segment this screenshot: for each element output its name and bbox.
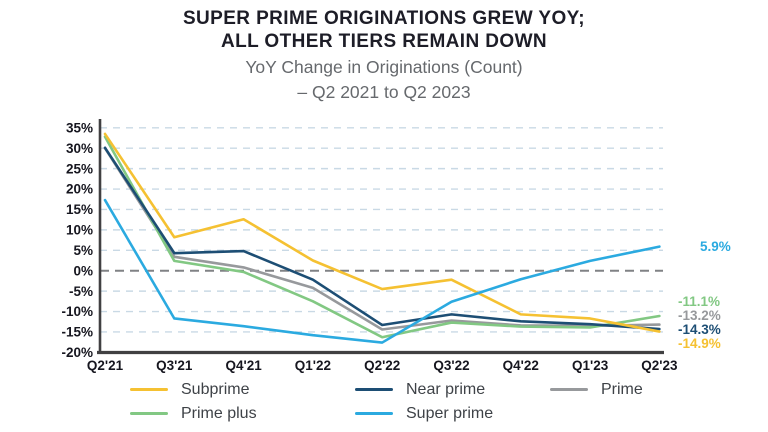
legend-column: Near prime Super prime <box>355 379 550 424</box>
end-value-label-super-prime: 5.9% <box>700 239 731 254</box>
chart-legend: Subprime Prime plus Near prime Super prime P… <box>0 379 768 424</box>
x-axis-tick-label: Q3'22 <box>433 358 469 373</box>
series-line-near-prime <box>103 146 661 331</box>
legend-line-swatch <box>355 387 393 392</box>
x-axis-tick-label: Q2'23 <box>641 358 678 373</box>
y-axis-tick-label: 35% <box>66 120 93 135</box>
y-axis-tick-label: 10% <box>66 223 93 238</box>
end-value-label-subprime: -14.9% <box>678 336 721 351</box>
y-axis-tick-label: 0% <box>73 263 93 278</box>
chart-subtitle-line2: – Q2 2021 to Q2 2023 <box>297 82 471 102</box>
legend-line-swatch <box>355 411 393 416</box>
x-axis-tick-label: Q3'21 <box>156 358 193 373</box>
end-value-label-near-prime: -14.3% <box>678 322 721 337</box>
legend-label: Prime <box>601 380 643 398</box>
y-axis-tick-label: 30% <box>66 141 93 156</box>
chart-title-line1: SUPER PRIME ORIGINATIONS GREW YOY; <box>182 8 586 29</box>
chart-subtitle-line1: YoY Change in Originations (Count) <box>245 57 523 77</box>
y-axis-tick-label: -10% <box>61 304 93 319</box>
legend-item-subprime: Subprime <box>130 379 355 400</box>
legend-item-super-prime: Super prime <box>355 403 550 424</box>
end-value-label-prime-plus: -11.1% <box>678 294 720 309</box>
legend-label: Subprime <box>181 380 250 398</box>
x-axis-tick-label: Q2'21 <box>87 358 124 373</box>
legend-line-swatch <box>130 387 168 392</box>
chart-header: SUPER PRIME ORIGINATIONS GREW YOY; ALL O… <box>0 7 768 103</box>
y-axis-tick-label: -20% <box>61 345 93 360</box>
series-line-super-prime <box>103 198 661 344</box>
x-axis-tick-label: Q1'23 <box>572 358 609 373</box>
x-axis-tick-label: Q2'22 <box>364 358 400 373</box>
legend-item-prime: Prime <box>550 379 643 400</box>
y-axis-tick-label: 5% <box>73 243 93 258</box>
y-axis-tick-label: -5% <box>69 284 93 299</box>
x-axis-tick-label: Q4'21 <box>225 358 262 373</box>
y-axis-tick-label: 20% <box>66 182 93 197</box>
legend-line-swatch <box>130 411 168 416</box>
legend-column: Subprime Prime plus <box>130 379 355 424</box>
y-axis-tick-label: 15% <box>66 202 93 217</box>
legend-label: Prime plus <box>181 404 257 422</box>
end-value-label-prime: -13.2% <box>678 308 721 323</box>
legend-column: Prime <box>550 379 643 424</box>
legend-item-near-prime: Near prime <box>355 379 550 400</box>
chart-title-line2: ALL OTHER TIERS REMAIN DOWN <box>220 31 548 52</box>
series-line-prime <box>103 146 661 331</box>
y-axis-tick-label: -15% <box>61 325 93 340</box>
legend-item-prime-plus: Prime plus <box>130 403 355 424</box>
legend-label: Super prime <box>406 404 494 422</box>
legend-line-swatch <box>550 387 588 392</box>
legend-label: Near prime <box>406 380 486 398</box>
series-line-prime-plus <box>103 135 661 339</box>
series-line-subprime <box>103 132 661 333</box>
x-axis-tick-label: Q4'22 <box>503 358 539 373</box>
y-axis-tick-label: 25% <box>66 161 93 176</box>
x-axis-tick-label: Q1'22 <box>295 358 331 373</box>
